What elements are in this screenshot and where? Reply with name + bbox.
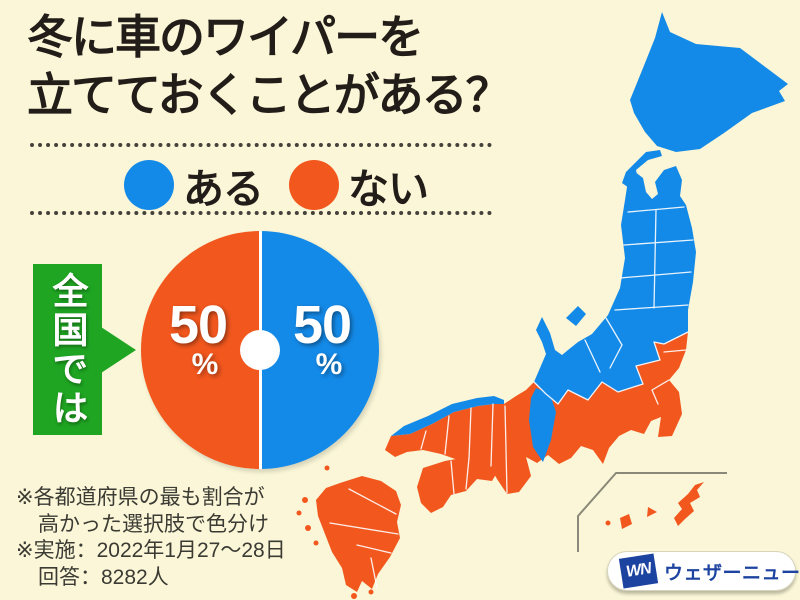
map-color-divide-border	[533, 331, 689, 405]
dotted-separator-top	[30, 143, 492, 147]
map-region-hokkaido	[630, 12, 788, 152]
page-title: 冬に車のワイパーを 立てておくことがある？	[27, 8, 512, 124]
map-region-sanin-coast	[391, 396, 504, 436]
okinawa-inset-frame	[577, 472, 727, 552]
map-island-sado	[566, 306, 586, 326]
pie-label-aru: 50 %	[282, 295, 362, 380]
weathernews-logo[interactable]: WN ウェザーニュース	[607, 551, 800, 591]
footnote-survey-date: ※実施：2022年1月27～28日	[16, 539, 286, 562]
pie-center-hole	[240, 330, 280, 370]
dotted-separator-bottom	[30, 211, 492, 215]
pie-value-aru: 50	[292, 295, 352, 355]
map-region-okinawa	[605, 482, 704, 529]
footnote-survey-info: ※実施：2022年1月27～28日 回答：8282人	[16, 537, 286, 591]
legend-swatch-aru	[124, 160, 174, 210]
weathernews-logo-text: ウェザーニュース	[664, 562, 800, 584]
nationwide-callout: 全国では	[33, 264, 102, 435]
legend-label-aru: ある	[183, 166, 264, 212]
map-region-shikoku	[417, 457, 499, 513]
answer-legend: ある ない	[124, 155, 454, 215]
footnote-color-coding: ※各都道府県の最も割合が 高かった選択肢で色分け	[16, 484, 269, 538]
legend-swatch-nai	[289, 160, 339, 210]
footnote-survey-respondents: 回答：8282人	[38, 566, 169, 589]
map-region-chubu-wedge	[529, 388, 556, 462]
title-line-1: 冬に車のワイパーを	[27, 11, 424, 63]
pie-unit-aru: %	[315, 348, 343, 381]
map-prefecture-borders	[329, 206, 694, 589]
pie-unit-nai: %	[191, 348, 219, 381]
legend-label-nai: ない	[348, 166, 429, 212]
pie-value-nai: 50	[168, 295, 228, 355]
pie-label-nai: 50 %	[158, 295, 238, 380]
map-islands-kyushu-west	[296, 465, 374, 599]
title-line-2: 立てておくことがある？	[27, 69, 512, 121]
footnote-color-coding-line2: 高かった選択肢で色分け	[38, 513, 269, 536]
nationwide-callout-label: 全国では	[47, 271, 89, 428]
wn-logo-letters: WN	[624, 560, 652, 581]
national-pie-chart	[141, 231, 379, 469]
wn-logo-mark-icon: WN	[618, 553, 659, 589]
footnote-color-coding-line1: ※各都道府県の最も割合が	[16, 486, 265, 509]
